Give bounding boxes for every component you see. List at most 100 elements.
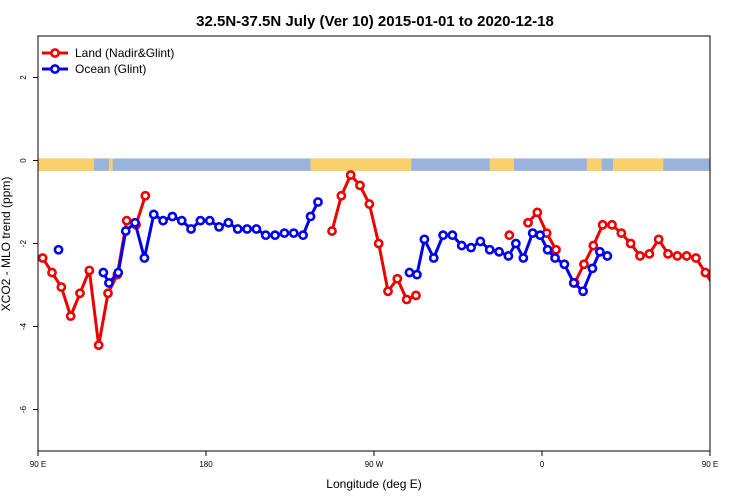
series-line	[573, 223, 710, 284]
data-point	[475, 236, 486, 247]
data-point	[186, 224, 196, 234]
data-point	[653, 234, 664, 245]
data-point	[419, 234, 430, 245]
data-point	[484, 244, 495, 255]
data-point	[550, 253, 560, 263]
chart-title: 32.5N-37.5N July (Ver 10) 2015-01-01 to …	[196, 13, 554, 30]
data-point	[535, 230, 546, 241]
data-point	[518, 253, 529, 263]
y-tick-label: 2	[19, 75, 28, 80]
data-point	[75, 288, 85, 299]
data-point	[288, 228, 299, 239]
data-point	[412, 269, 422, 280]
data-point	[532, 207, 543, 218]
data-point	[510, 238, 521, 249]
land-band	[108, 158, 113, 171]
land-band	[612, 158, 664, 171]
land-ocean-strip	[38, 158, 710, 171]
data-point	[635, 251, 645, 261]
data-point	[113, 267, 124, 278]
data-point	[176, 215, 187, 226]
data-point	[38, 253, 48, 263]
y-axis-label: XCO2 - MLO trend (ppm)	[0, 177, 13, 312]
legend-item: Ocean (Glint)	[42, 62, 146, 76]
data-point	[466, 242, 476, 253]
series-line	[330, 173, 417, 302]
legend-marker	[50, 48, 60, 58]
data-point	[148, 209, 159, 220]
x-tick-label: 180	[199, 460, 213, 469]
data-point	[364, 199, 375, 209]
data-point	[404, 267, 415, 278]
data-point	[578, 286, 588, 297]
legend-label: Ocean (Glint)	[75, 62, 146, 76]
data-point	[195, 215, 206, 226]
series-line	[102, 201, 320, 285]
data-point	[709, 285, 710, 289]
data-point	[103, 288, 113, 299]
x-axis: 90 E 180 90 W 0 90 E	[30, 451, 718, 469]
data-point	[232, 224, 243, 234]
x-tick-label: 90 W	[365, 460, 384, 469]
data-point	[120, 226, 131, 236]
data-point	[214, 221, 224, 232]
data-point	[167, 211, 178, 222]
data-point	[523, 217, 533, 228]
data-point	[503, 251, 514, 261]
data-point	[594, 246, 605, 257]
data-point	[279, 228, 290, 239]
data-point	[104, 278, 114, 288]
data-point	[411, 290, 421, 301]
data-point	[401, 294, 412, 305]
data-point	[130, 217, 140, 228]
data-point	[588, 240, 599, 251]
data-point	[93, 340, 104, 351]
data-point	[53, 244, 64, 255]
data-point	[383, 286, 393, 297]
data-point	[504, 230, 515, 241]
y-tick-label: -4	[19, 322, 28, 330]
data-point	[644, 248, 655, 259]
data-point	[602, 251, 613, 261]
data-point	[313, 197, 323, 207]
data-point	[140, 190, 151, 201]
series-ocean	[53, 197, 613, 297]
legend-marker	[50, 64, 60, 74]
data-point	[663, 248, 673, 259]
data-point	[305, 211, 316, 222]
data-point	[625, 238, 636, 249]
data-point	[691, 253, 701, 263]
data-point	[139, 253, 150, 263]
data-point	[260, 230, 271, 241]
data-point	[84, 265, 95, 276]
x-axis-label: Longitude (deg E)	[326, 477, 421, 491]
legend: Land (Nadir&Glint) Ocean (Glint)	[42, 46, 174, 76]
land-band	[310, 158, 412, 171]
data-point	[204, 215, 215, 226]
data-point	[345, 170, 356, 180]
data-point	[336, 190, 347, 201]
land-band	[489, 158, 514, 171]
data-point	[270, 230, 280, 241]
x-tick-label: 90 E	[30, 460, 46, 469]
data-point	[597, 219, 608, 230]
data-point	[242, 224, 252, 234]
data-point	[494, 246, 504, 257]
y-tick-label: -2	[19, 239, 28, 247]
data-point	[542, 244, 553, 255]
data-point	[527, 228, 538, 239]
y-axis: 2 0 -2 -4 -6	[19, 75, 38, 413]
data-point	[428, 253, 439, 263]
data-point	[65, 311, 76, 322]
data-point	[223, 217, 234, 228]
data-point	[298, 230, 308, 241]
data-point	[579, 259, 589, 270]
land-band	[586, 158, 602, 171]
data-point	[373, 238, 384, 249]
y-tick-label: 0	[19, 158, 28, 163]
data-point	[355, 180, 365, 191]
data-point	[47, 267, 57, 278]
data-point	[587, 263, 598, 274]
data-point	[568, 278, 579, 288]
